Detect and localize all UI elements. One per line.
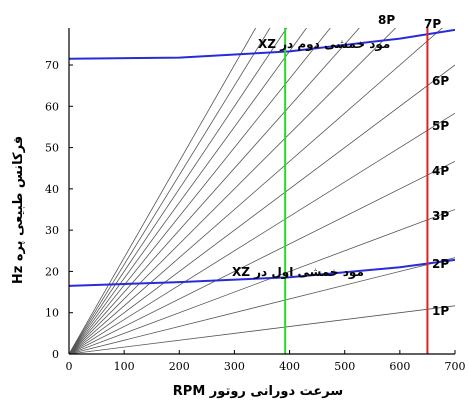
order-line-13p — [69, 28, 271, 354]
order-line-3p — [69, 209, 455, 354]
x-tick-label-300: 300 — [224, 360, 245, 373]
mode-label-1: مود خمشی اول در XZ — [232, 265, 364, 280]
y-tick-label-0: 0 — [52, 348, 59, 361]
y-axis-title: فرکانس طبیعی پره Hz — [11, 136, 26, 284]
order-label-8p: 8P — [378, 13, 395, 27]
labels: 1P 2P 3P 4P 5P 6P 7P 8P مود خمشی اول در XZ مود خم… — [11, 13, 449, 399]
y-tick-label-60: 60 — [45, 100, 59, 113]
mode-curves — [69, 28, 455, 287]
y-tick-label-70: 70 — [45, 59, 59, 72]
mode-label-2: مود خمشی دوم در XZ — [258, 37, 390, 52]
order-line-2p — [69, 257, 455, 354]
order-line-14p — [69, 28, 257, 354]
order-lines — [69, 28, 455, 354]
order-line-8p — [69, 28, 397, 354]
order-line-9p — [69, 28, 360, 354]
y-tick-label-40: 40 — [45, 183, 59, 196]
x-tick-label-400: 400 — [279, 360, 300, 373]
y-tick-label-30: 30 — [45, 224, 59, 237]
x-tick-label-200: 200 — [169, 360, 190, 373]
order-line-1p — [69, 305, 455, 354]
mode-curve-2 — [69, 28, 455, 60]
x-tick-label-700: 700 — [445, 360, 466, 373]
x-tick-label-600: 600 — [389, 360, 410, 373]
order-line-7p — [69, 28, 443, 354]
order-label-2p: 2P — [432, 257, 449, 271]
y-tick-label-10: 10 — [45, 307, 59, 320]
y-tick-label-20: 20 — [45, 265, 59, 278]
order-line-6p — [69, 64, 455, 354]
mode-curve-1 — [69, 258, 455, 287]
ticks: 0 100 200 300 400 500 600 700 0 10 20 30 40 50 60 70 — [45, 59, 466, 373]
order-label-4p: 4P — [432, 164, 449, 178]
x-tick-label-100: 100 — [114, 360, 135, 373]
x-axis-title: سرعت دورانی روتور RPM — [173, 384, 343, 399]
order-label-5p: 5P — [432, 119, 449, 133]
y-tick-label-50: 50 — [45, 142, 59, 155]
x-tick-label-500: 500 — [334, 360, 355, 373]
order-label-7p: 7P — [424, 17, 441, 31]
order-line-10p — [69, 28, 331, 354]
axes — [68, 28, 455, 355]
order-label-6p: 6P — [432, 74, 449, 88]
order-line-12p — [69, 28, 288, 354]
order-label-3p: 3P — [432, 209, 449, 223]
speed-markers — [284, 28, 429, 354]
order-line-4p — [69, 160, 455, 354]
x-tick-label-0: 0 — [66, 360, 73, 373]
order-line-5p — [69, 112, 455, 354]
order-label-1p: 1P — [432, 304, 449, 318]
order-line-11p — [69, 28, 307, 354]
